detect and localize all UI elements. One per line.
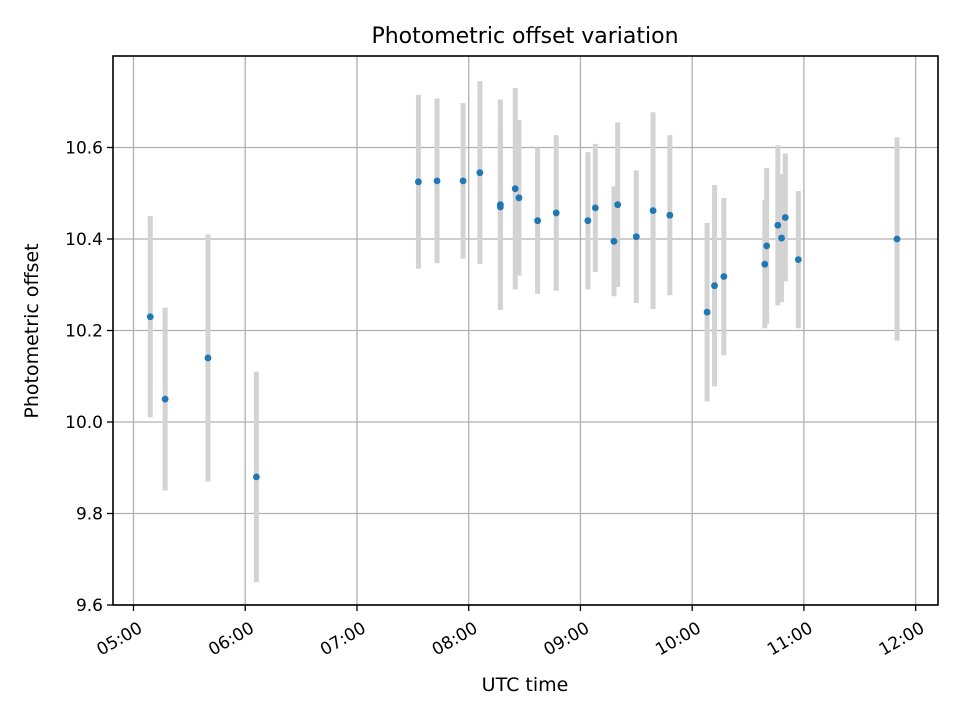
data-point [146,313,154,321]
data-point [610,237,618,245]
data-point [781,214,789,221]
data-point [649,207,657,215]
data-point [433,177,441,185]
x-axis-label: UTC time [482,674,569,696]
data-point [763,242,771,250]
data-point [632,233,640,241]
data-point [415,178,422,186]
chart-title: Photometric offset variation [371,24,678,49]
y-axis-label: Photometric offset [21,243,43,418]
y-tick-label: 9.8 [76,505,103,525]
data-point [711,282,718,290]
data-point [720,273,728,280]
y-tick-label: 10.0 [65,413,103,433]
data-point [496,201,504,209]
y-tick-label: 9.6 [76,596,103,616]
y-tick-label: 10.2 [65,322,103,342]
data-point [534,217,542,225]
data-point [778,234,785,242]
data-point [666,211,674,219]
data-point [552,209,560,217]
data-point [161,395,169,403]
data-point [774,221,782,229]
data-point [204,354,212,362]
data-point [591,204,599,212]
data-point [893,235,901,243]
data-point [614,201,622,209]
data-markers [146,169,901,481]
data-point [761,260,769,268]
data-point [515,194,523,202]
data-point [794,256,802,263]
y-axis-ticks: 9.6 9.8 10.0 10.2 10.4 10.6 [65,139,113,616]
data-point [476,169,484,177]
data-point [584,217,592,225]
data-point [459,177,467,185]
y-tick-label: 10.4 [65,230,103,250]
data-point [511,185,519,193]
y-tick-label: 10.6 [65,139,103,159]
data-point [703,308,711,316]
data-point [252,473,260,481]
